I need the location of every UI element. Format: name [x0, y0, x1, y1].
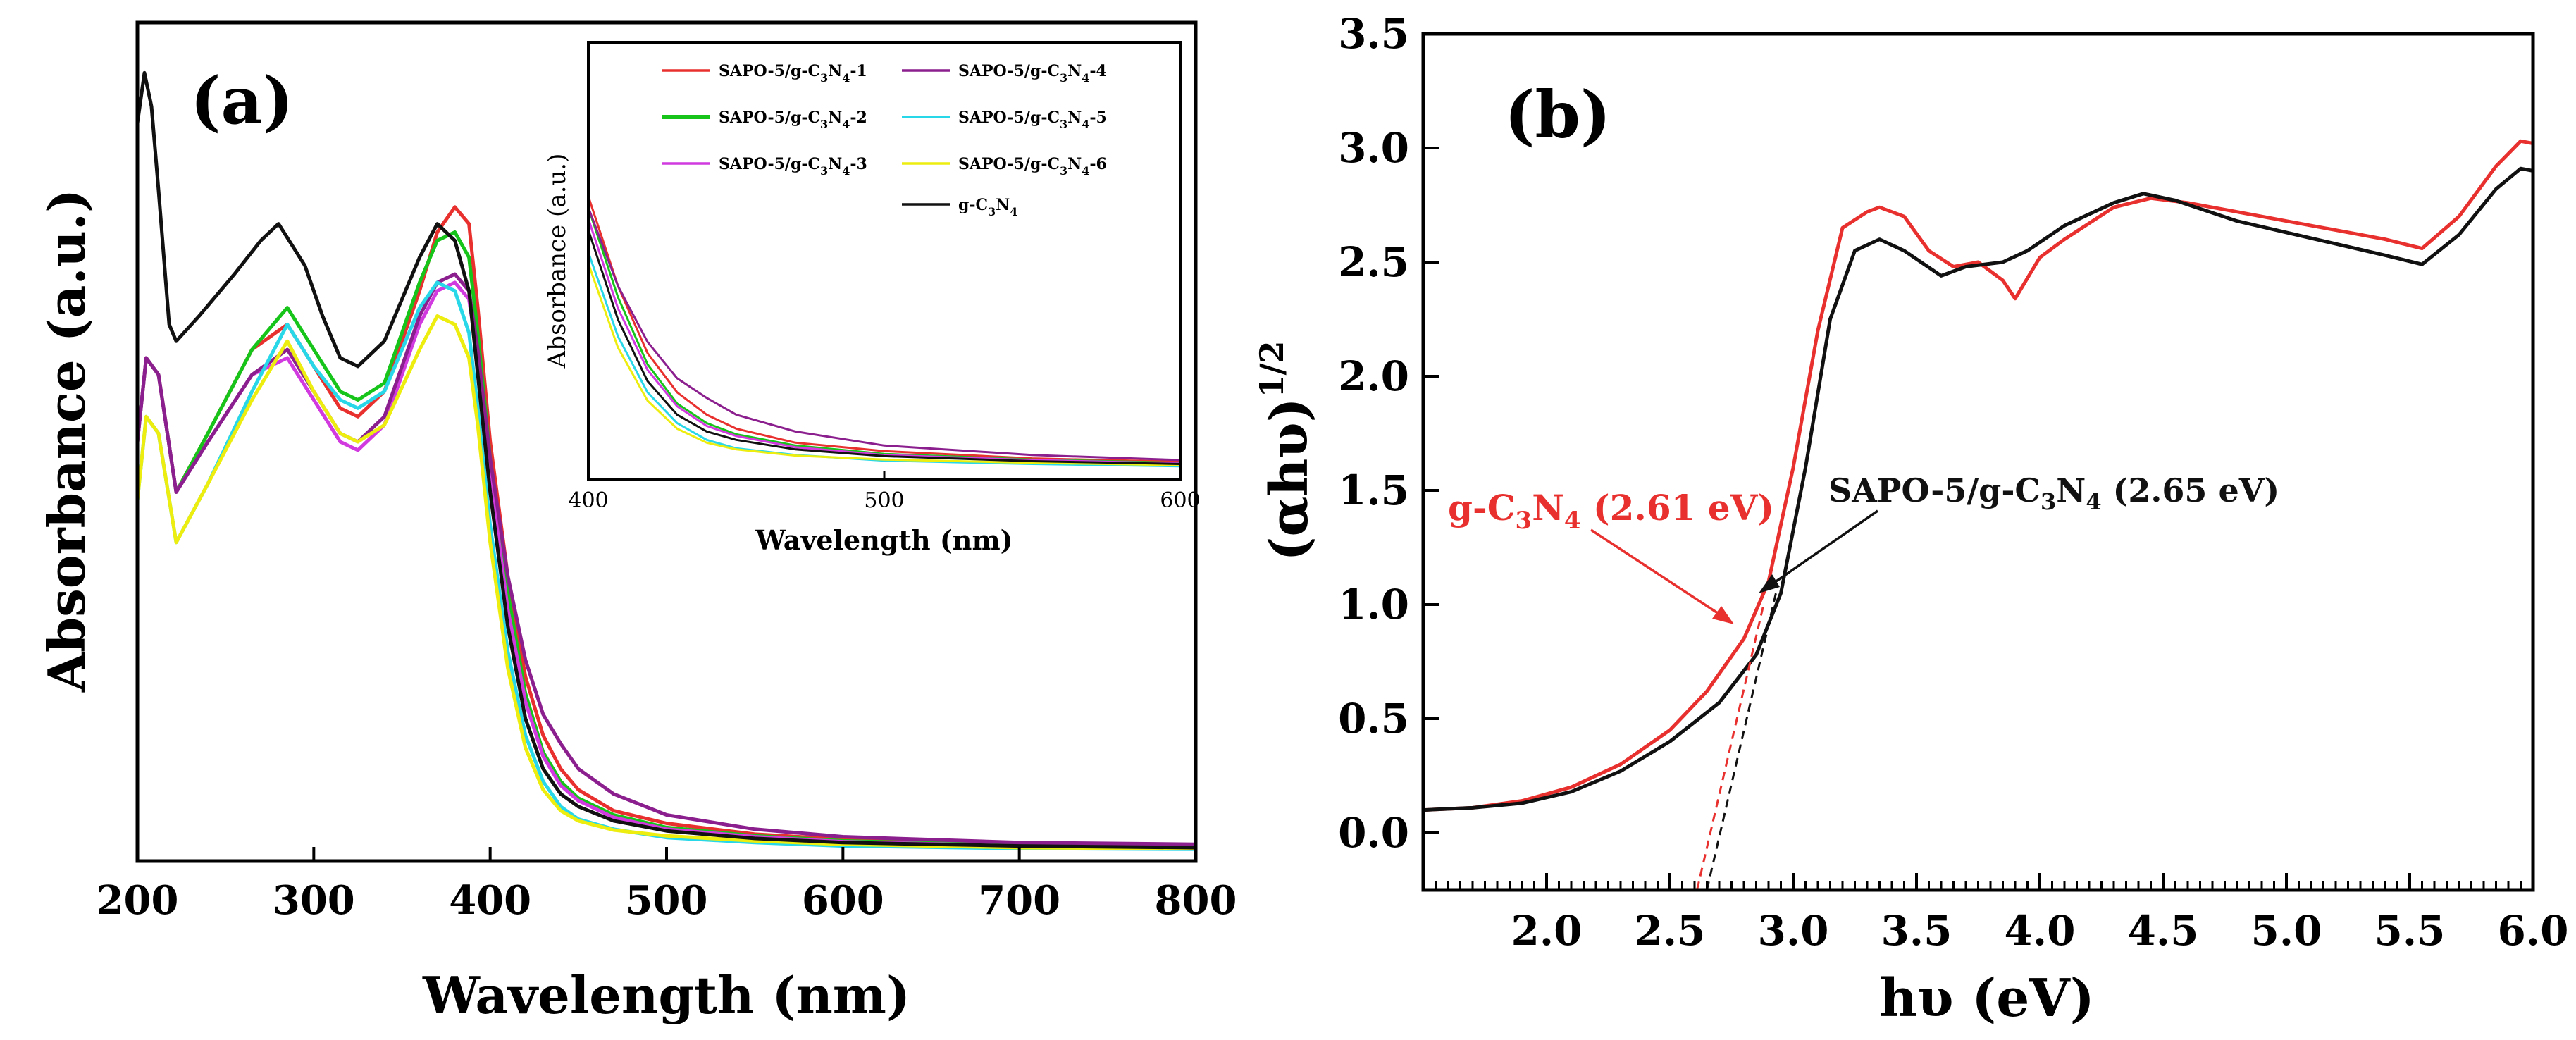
legend-label: SAPO-5/g-C3N4-6	[958, 155, 1107, 178]
y-tick-label: 2.0	[1338, 352, 1409, 400]
legend-item-sapo-5-g-c3n4-1: SAPO-5/g-C3N4-1	[662, 62, 867, 85]
y-tick-label: 0.0	[1338, 809, 1409, 857]
panel-a: 200 300 400 500 600 700 800 (a) Wavelength (nm…	[37, 20, 1237, 1025]
annotation-gcn-tail: (2.61 eV)	[1581, 487, 1775, 528]
annotation-gcn-mid: N	[1532, 487, 1564, 528]
inset-x-tick-label: 500	[864, 488, 904, 513]
legend-label: SAPO-5/g-C3N4-4	[958, 62, 1107, 85]
annotation-arrowhead-sapo	[1759, 574, 1780, 593]
panel-a-xlabel: Wavelength (nm)	[422, 965, 910, 1025]
inset-x-ticks: 400 500 600	[568, 471, 1201, 513]
x-tick-label: 700	[978, 877, 1060, 924]
y-tick-label: 3.5	[1338, 10, 1409, 58]
inset-line-g-c3n4	[587, 229, 1181, 465]
inset-line-sapo-5-g-c3n4-5	[587, 252, 1181, 468]
inset-ylabel: Absorbance (a.u.)	[543, 154, 571, 369]
legend-item-sapo-5-g-c3n4-2: SAPO-5/g-C3N4-2	[662, 109, 867, 131]
y-tick-label: 0.5	[1338, 695, 1409, 743]
x-tick-label: 2.0	[1511, 907, 1583, 955]
panel-b: 2.0 2.5 3.0 3.5 4.0 4.5 5.0 5.5 6.0 0.0 0.5 1.0 1.5…	[1253, 10, 2568, 1029]
x-tick-label: 3.5	[1881, 907, 1952, 955]
series-line-sapo-5-g-c3n4-2	[135, 230, 1196, 849]
x-tick-label: 600	[802, 877, 884, 924]
annotation-sapo-sub1: 3	[2041, 488, 2056, 515]
x-tick-label: 200	[97, 877, 179, 924]
legend-label: SAPO-5/g-C3N4-3	[719, 155, 867, 178]
panel-b-xlabel: hυ (eV)	[1879, 968, 2094, 1029]
x-tick-label: 400	[449, 877, 531, 924]
panel-a-inset: 400 500 600 SAPO-5/g-C3N4-1 SAPO-5/g-C3N4-2…	[534, 30, 1201, 562]
panel-b-label: (b)	[1504, 77, 1611, 153]
legend-item-sapo-5-g-c3n4-6: SAPO-5/g-C3N4-6	[902, 155, 1107, 178]
x-tick-label: 5.5	[2374, 907, 2446, 955]
x-tick-label: 500	[626, 877, 708, 924]
series-line-sapo-5-g-c3n4-4	[135, 272, 1196, 846]
annotation-sapo-tail: (2.65 eV)	[2102, 471, 2280, 509]
panel-b-y-ticks: 0.0 0.5 1.0 1.5 2.0 2.5 3.0 3.5	[1338, 10, 1439, 857]
inset-line-sapo-5-g-c3n4-3	[587, 218, 1181, 465]
x-tick-label: 2.5	[1635, 907, 1706, 955]
legend-label: SAPO-5/g-C3N4-5	[958, 109, 1107, 131]
x-tick-label: 300	[273, 877, 355, 924]
inset-curves	[587, 196, 1181, 468]
tangent-line-g-c3n4	[1696, 604, 1765, 891]
panel-b-x-ticks: 2.0 2.5 3.0 3.5 4.0 4.5 5.0 5.5 6.0	[1422, 873, 2569, 955]
panel-a-curves	[135, 70, 1196, 851]
legend-label: g-C3N4	[958, 196, 1017, 218]
legend-item-sapo-5-g-c3n4-4: SAPO-5/g-C3N4-4	[902, 62, 1107, 85]
annotation-sapo-sub2: 4	[2086, 488, 2101, 515]
inset-line-sapo-5-g-c3n4-4	[587, 206, 1181, 462]
legend-label: SAPO-5/g-C3N4-2	[719, 109, 867, 131]
annotation-sapo-base: SAPO-5/g-C	[1828, 471, 2041, 509]
annotation-sapo: SAPO-5/g-C3N4 (2.65 eV)	[1828, 471, 2279, 515]
inset-background	[534, 30, 1189, 562]
x-tick-label: 6.0	[2498, 907, 2569, 955]
series-line-sapo-5-g-c3n4-6	[135, 314, 1196, 850]
panel-b-frame	[1421, 32, 2535, 892]
inset-legend: SAPO-5/g-C3N4-1 SAPO-5/g-C3N4-2 SAPO-5/g-C…	[662, 62, 1107, 218]
legend-item-g-c3n4: g-C3N4	[902, 196, 1017, 218]
x-tick-label: 3.0	[1758, 907, 1829, 955]
panel-a-x-ticks: 200 300 400 500 600 700 800	[97, 847, 1237, 924]
panel-b-ylabel-base: (αhυ)	[1259, 397, 1320, 561]
annotation-gcn-sub1: 3	[1516, 507, 1532, 535]
y-tick-label: 1.0	[1338, 581, 1409, 629]
inset-line-sapo-5-g-c3n4-6	[587, 263, 1181, 466]
panel-b-annotations: g-C3N4 (2.61 eV) SAPO-5/g-C3N4 (2.65 eV)	[1448, 471, 2279, 624]
panel-b-ylabel: (αhυ)1/2	[1253, 341, 1320, 562]
series-line-g-c3n4	[1423, 139, 2534, 812]
annotation-gcn-base: g-C	[1448, 487, 1516, 528]
annotation-gcn: g-C3N4 (2.61 eV)	[1448, 487, 1774, 535]
x-tick-label: 800	[1155, 877, 1237, 924]
x-tick-label: 4.0	[2005, 907, 2076, 955]
annotation-sapo-mid: N	[2056, 471, 2086, 509]
annotation-arrow-sapo	[1762, 509, 1878, 592]
tangent-line-sapo-5-g-c3n4	[1706, 593, 1777, 891]
panel-b-tangents	[1696, 593, 1777, 891]
inset-xlabel: Wavelength (nm)	[755, 524, 1013, 556]
x-tick-label: 4.5	[2128, 907, 2199, 955]
annotation-arrowhead-gcn	[1712, 606, 1734, 624]
y-tick-label: 1.5	[1338, 466, 1409, 514]
series-line-g-c3n4	[135, 70, 1196, 850]
panel-a-label: (a)	[190, 63, 294, 139]
series-line-sapo-5-g-c3n4	[1423, 166, 2534, 812]
inset-x-tick-label: 400	[568, 488, 608, 513]
panel-a-ylabel: Absorbance (a.u.)	[37, 189, 97, 693]
inset-line-sapo-5-g-c3n4-1	[587, 196, 1181, 463]
annotation-arrow-gcn	[1590, 528, 1731, 623]
y-tick-label: 2.5	[1338, 238, 1409, 286]
panel-b-curves	[1423, 139, 2534, 812]
legend-label: SAPO-5/g-C3N4-1	[719, 62, 867, 85]
legend-item-sapo-5-g-c3n4-3: SAPO-5/g-C3N4-3	[662, 155, 867, 178]
annotation-gcn-sub2: 4	[1564, 507, 1581, 535]
legend-item-sapo-5-g-c3n4-5: SAPO-5/g-C3N4-5	[902, 109, 1107, 131]
x-tick-label: 5.0	[2251, 907, 2322, 955]
panel-b-ylabel-sup: 1/2	[1253, 341, 1291, 398]
inset-x-tick-label: 600	[1160, 488, 1200, 513]
y-tick-label: 3.0	[1338, 124, 1409, 172]
